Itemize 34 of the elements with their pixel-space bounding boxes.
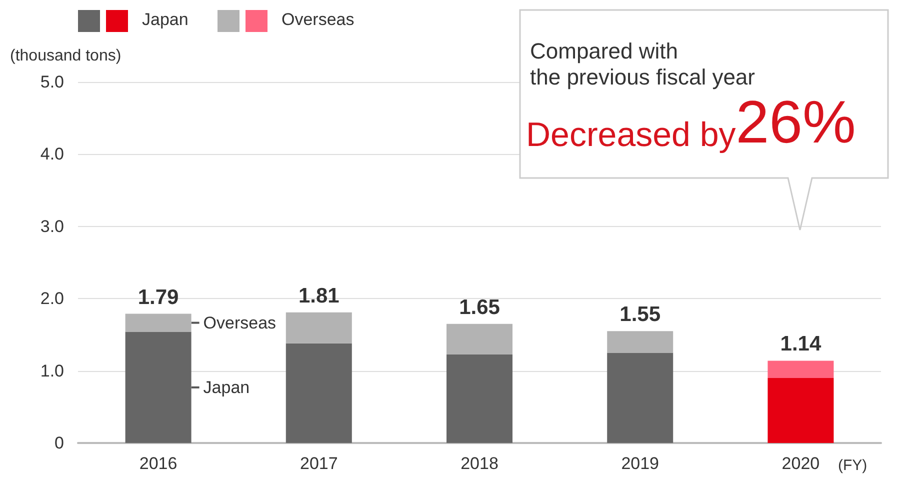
annotation: Decreased by26%	[526, 88, 856, 156]
y-tick-label: 4.0	[40, 144, 64, 164]
bar	[446, 354, 512, 443]
bar	[768, 360, 834, 378]
x-tick-label: 2019	[621, 454, 660, 473]
bar	[125, 314, 192, 332]
bar	[607, 352, 674, 443]
annotation: Japan	[203, 378, 250, 397]
total-label: 1.79	[138, 286, 179, 309]
total-label: 1.65	[459, 296, 500, 319]
x-tick-label: 2017	[300, 454, 338, 473]
bar	[286, 343, 352, 443]
y-tick-label: 3.0	[40, 216, 64, 236]
legend-label: Japan	[142, 10, 188, 29]
y-tick-label: 5.0	[40, 72, 64, 92]
bar	[607, 331, 674, 353]
bar	[768, 378, 834, 443]
x-tick-label: 2018	[460, 454, 498, 473]
total-label: 1.14	[780, 332, 822, 356]
x-tick-label: 2016	[139, 454, 178, 473]
y-axis-title: (thousand tons)	[10, 48, 122, 64]
x-tick-label: 2020	[782, 454, 820, 473]
annotation: Compared with the previous fiscal year	[530, 38, 755, 90]
y-tick-label: 2.0	[40, 289, 64, 308]
total-label: 1.81	[298, 284, 340, 308]
x-axis-title: (FY)	[838, 457, 868, 474]
legend-label: Overseas	[282, 10, 354, 29]
bar	[125, 332, 192, 443]
y-tick-label: 0	[54, 434, 64, 452]
bar	[446, 324, 512, 354]
total-label: 1.55	[620, 303, 661, 326]
bar	[286, 312, 352, 344]
y-tick-label: 1.0	[40, 361, 64, 380]
annotation: Overseas	[203, 313, 276, 332]
